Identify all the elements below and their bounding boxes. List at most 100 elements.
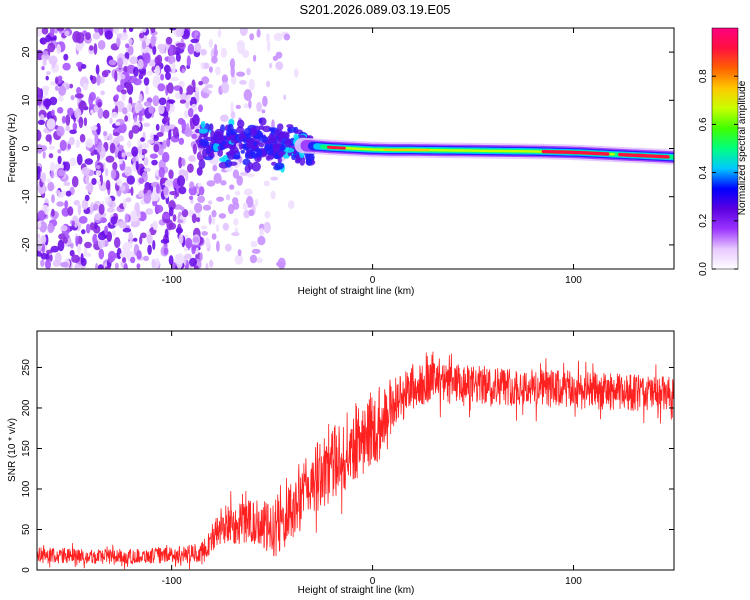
spectrogram-blob — [201, 76, 210, 85]
spectrogram-blob — [109, 117, 113, 125]
spectrogram-blob — [128, 38, 133, 45]
spectrogram-blob — [179, 99, 187, 104]
spectrogram-blob — [237, 119, 245, 129]
spectrogram-blob — [47, 181, 55, 192]
spectrogram-blob — [136, 263, 141, 269]
spectrogram-blob — [263, 221, 271, 234]
spectrogram-blob — [216, 240, 220, 252]
spectrogram-blob — [287, 200, 295, 210]
spectrogram-blob — [248, 78, 255, 91]
spectrogram-blob — [94, 134, 98, 145]
spectrogram-blob — [136, 205, 140, 217]
spectrogram-blob — [97, 180, 101, 186]
spectrogram-blob — [211, 210, 217, 218]
spectrogram-blob — [293, 68, 299, 78]
spectrogram-blob — [45, 71, 51, 75]
spectrogram-blob — [181, 68, 185, 74]
spectrogram-blob — [126, 140, 132, 148]
spectrogram-blob — [47, 222, 55, 234]
spectrogram-blob — [153, 143, 159, 153]
spectrogram-blob — [156, 183, 160, 194]
spectrogram-blob — [194, 202, 203, 213]
spectrogram-blob — [95, 64, 100, 75]
spectrogram-blob — [118, 159, 123, 165]
spectrogram-blob — [179, 87, 183, 95]
spectrogram-blob — [41, 241, 45, 254]
spectrogram-blob — [77, 204, 82, 216]
spectrogram-blob — [95, 169, 102, 177]
spectrogram-blob — [166, 82, 174, 94]
spectrogram-blob — [37, 129, 42, 142]
spectrogram-blob — [224, 243, 232, 252]
spectrogram-blob — [96, 123, 101, 135]
spectrogram-blob — [165, 71, 171, 81]
spectrogram-plot-area — [37, 28, 674, 269]
spectrogram-blob — [226, 132, 231, 138]
spectrogram-blob — [140, 137, 145, 142]
spectrogram-ridge-band — [541, 149, 610, 156]
spectrogram-blob — [71, 254, 81, 263]
spectrogram-blob — [256, 257, 263, 264]
spectrogram-blob — [269, 62, 273, 69]
spectrogram-blob — [120, 184, 126, 192]
spectrogram-blob — [176, 175, 186, 187]
spectrogram-blob — [189, 195, 194, 200]
spectrogram-blob — [105, 168, 109, 177]
spectrogram-blob — [102, 109, 110, 119]
y-tick-label: 0 — [21, 567, 32, 573]
spectrogram-blob — [185, 101, 190, 109]
spectrogram-blob — [234, 254, 244, 265]
spectrogram-blob — [90, 109, 94, 115]
spectrogram-blob — [188, 155, 196, 162]
spectrogram-blob — [291, 154, 296, 161]
spectrogram-blob — [229, 184, 235, 190]
spectrogram-blob — [189, 257, 197, 267]
spectrogram-blob — [197, 195, 206, 203]
spectrogram-blob — [57, 75, 63, 81]
spectrogram-blob — [125, 81, 132, 91]
spectrogram-blob — [146, 70, 154, 76]
spectrogram-blob — [177, 117, 185, 125]
spectrogram-blob — [239, 28, 248, 36]
spectrogram-blob — [149, 132, 154, 141]
snr-x-axis-label: Height of straight line (km) — [298, 585, 415, 596]
spectrogram-blob — [37, 237, 42, 246]
spectrogram-blob — [48, 153, 54, 159]
spectrogram-blob — [230, 111, 236, 120]
spectrogram-blob — [143, 157, 149, 167]
spectrogram-blob — [93, 105, 99, 113]
spectrogram-blob — [191, 244, 196, 255]
spectrogram-blob — [256, 28, 261, 38]
spectrogram-blob — [95, 262, 99, 269]
spectrogram-blob — [58, 95, 64, 102]
spectrogram-blob — [187, 43, 195, 55]
spectrogram-blob — [198, 159, 206, 170]
spectrogram-blob — [236, 126, 245, 134]
spectrogram-blob — [50, 170, 55, 179]
spectrogram-blob — [57, 239, 65, 252]
spectrogram-blob — [242, 202, 248, 211]
spectrogram-blob — [41, 66, 45, 71]
spectrogram-blob — [139, 154, 145, 159]
spectrogram-blob — [65, 125, 70, 132]
spectrogram-blob — [96, 74, 101, 86]
spectrogram-blob — [37, 166, 41, 173]
spectrogram-blob — [168, 206, 174, 217]
spectrogram-blob — [101, 70, 109, 78]
colorbar-tick-label: 0.4 — [698, 165, 709, 179]
spectrogram-blob — [85, 32, 91, 41]
spectrogram-x-ticks: -100 0 100 — [162, 28, 582, 286]
spectrogram-blob — [284, 138, 291, 148]
colorbar-tick-label: 0.6 — [698, 117, 709, 131]
spectrogram-blob — [48, 145, 55, 150]
spectrogram-blob — [163, 247, 168, 255]
spectrogram-blob — [81, 198, 89, 210]
spectrogram-blob — [267, 41, 271, 53]
spectrogram-blob — [60, 261, 69, 268]
spectrogram-blob — [132, 157, 137, 163]
spectrogram-blob — [230, 139, 239, 144]
spectrogram-blob — [97, 40, 106, 50]
spectrogram-blob — [243, 89, 252, 101]
spectrogram-blob — [198, 104, 203, 113]
spectrogram-blob — [198, 81, 204, 86]
